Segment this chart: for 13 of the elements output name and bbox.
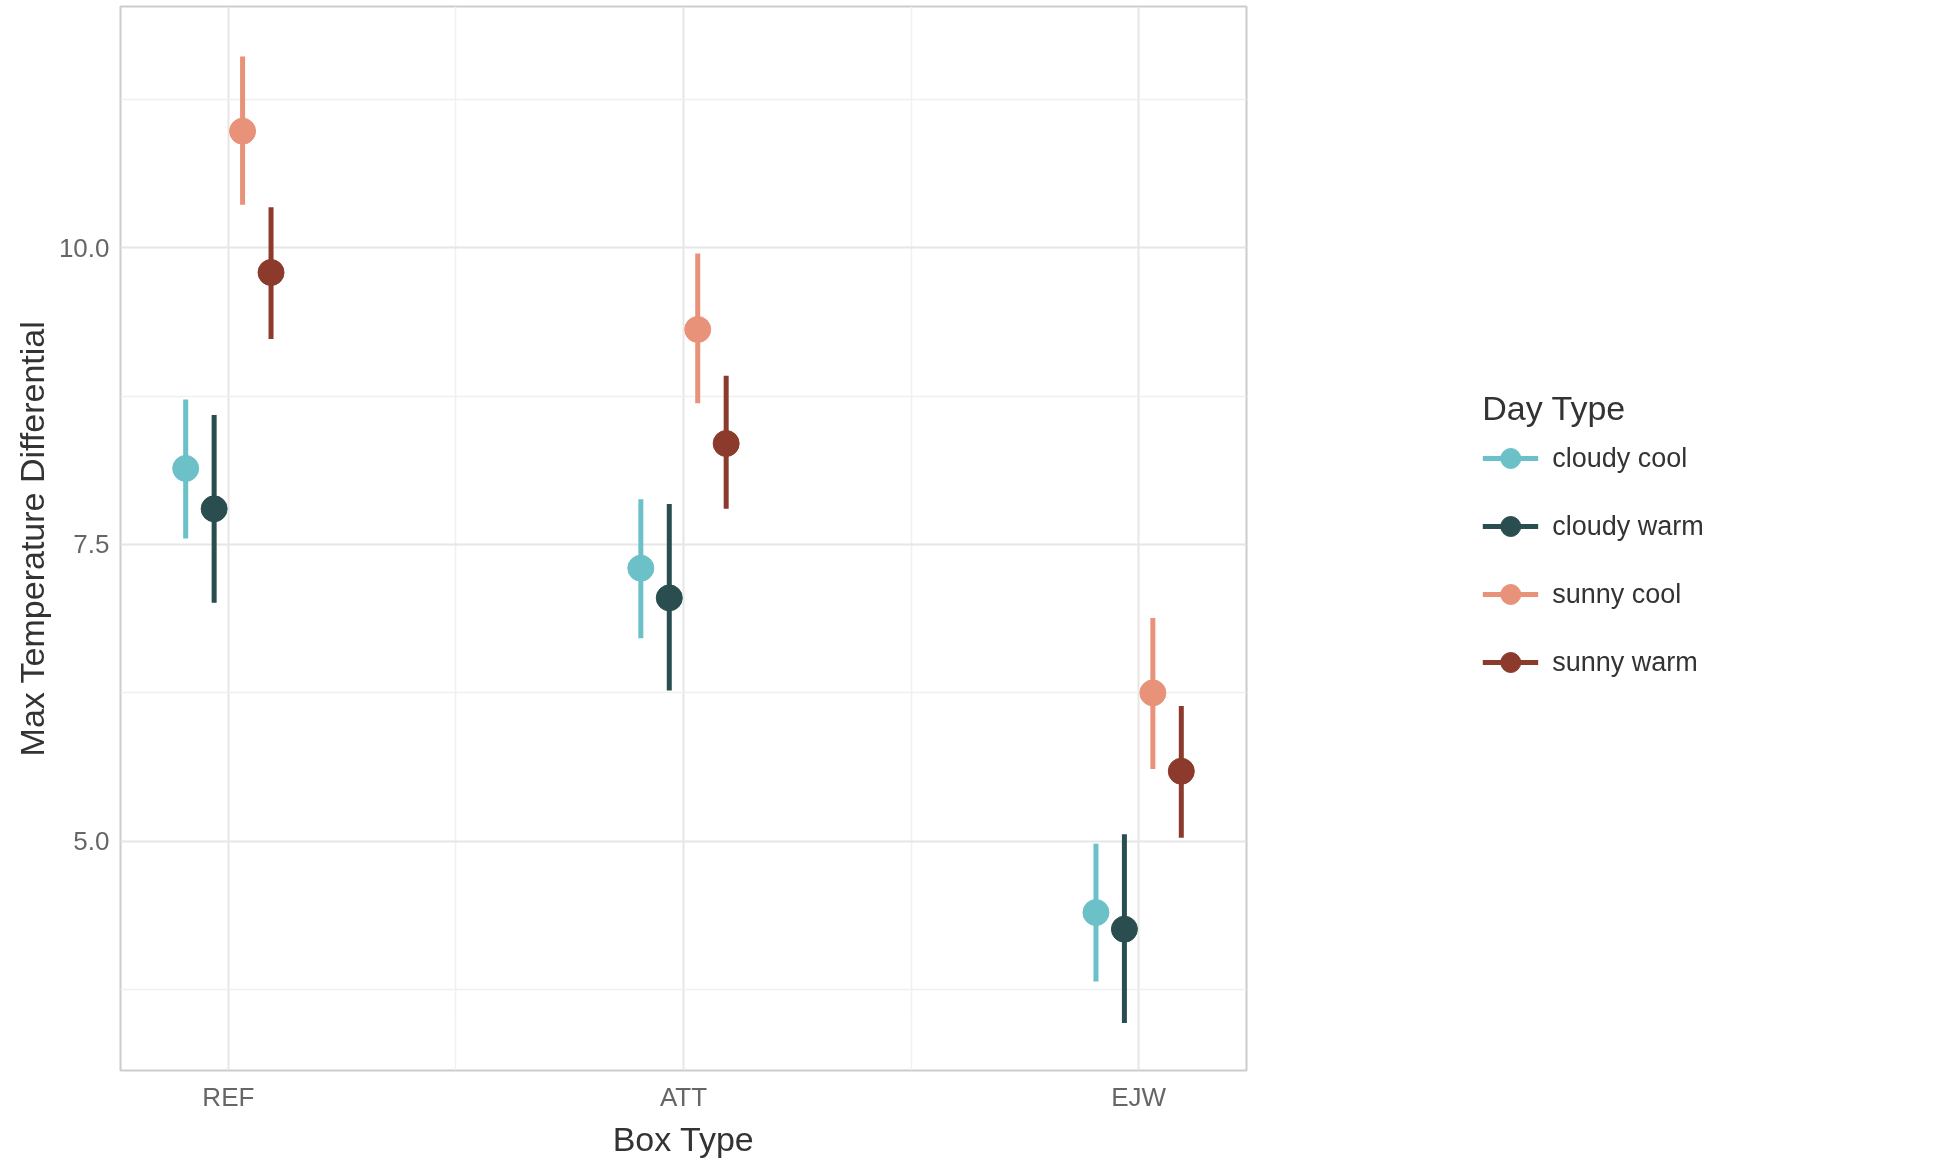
- legend-label: cloudy cool: [1552, 442, 1688, 474]
- y-tick-label: 7.5: [73, 529, 110, 560]
- legend-label: sunny cool: [1552, 578, 1682, 610]
- x-tick-label: ATT: [659, 1081, 708, 1112]
- x-tick-label: EJW: [1111, 1081, 1167, 1112]
- legend-label: sunny warm: [1552, 646, 1698, 678]
- x-tick-label: REF: [202, 1081, 255, 1112]
- y-tick-label: 5.0: [73, 826, 110, 857]
- legend-title: Day Type: [1482, 389, 1627, 428]
- y-tick-label: 10.0: [58, 232, 110, 263]
- x-axis-title: Box Type: [612, 1119, 754, 1158]
- legend-label: cloudy warm: [1552, 510, 1704, 542]
- y-axis-title: Max Temperature Differential: [12, 321, 51, 757]
